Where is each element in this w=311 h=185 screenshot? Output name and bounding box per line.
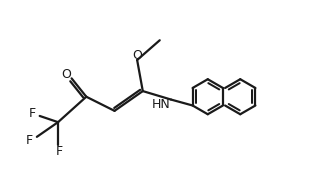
Text: F: F [29, 107, 36, 120]
Text: HN: HN [152, 98, 170, 111]
Text: F: F [56, 145, 63, 158]
Text: O: O [61, 68, 71, 81]
Text: F: F [26, 134, 33, 147]
Text: O: O [132, 49, 142, 62]
